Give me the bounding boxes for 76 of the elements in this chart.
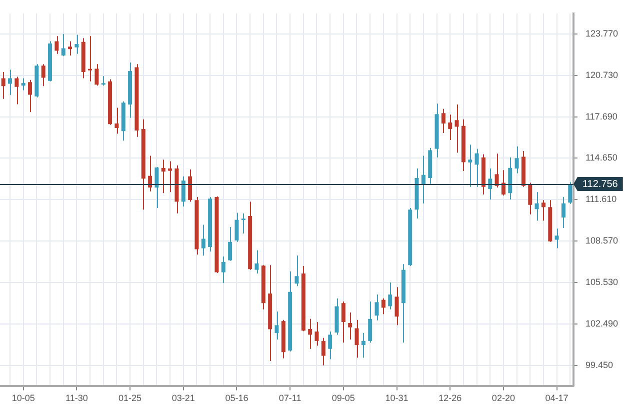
candlestick: [374, 294, 379, 321]
candlestick: [101, 76, 106, 86]
candlestick: [294, 255, 299, 287]
candlestick: [241, 212, 246, 234]
candlestick: [534, 192, 539, 222]
candlestick: [494, 153, 499, 188]
candlestick: [368, 300, 372, 344]
candlestick: [14, 76, 19, 105]
y-tick-label: 120.730: [585, 70, 618, 80]
candlestick: [234, 212, 239, 242]
x-tick-label: 11-30: [66, 393, 88, 404]
x-tick-label: 04-17: [545, 393, 568, 404]
candlestick: [314, 322, 319, 346]
candlestick: [154, 166, 159, 208]
ref-line-label: 112.756: [582, 178, 618, 190]
candlestick: [274, 311, 279, 340]
candlestick: [1, 71, 6, 100]
candlestick: [188, 168, 192, 202]
candlestick: [488, 168, 492, 200]
candlestick: [328, 331, 332, 360]
candlestick: [568, 182, 572, 204]
y-tick-label: 123.770: [585, 28, 618, 38]
candlestick: [41, 64, 46, 87]
candlestick: [221, 256, 226, 284]
candlestick: [88, 36, 92, 82]
candlestick: [528, 182, 532, 215]
candlestick: [468, 144, 472, 188]
x-tick-label: 12-26: [438, 393, 462, 404]
x-tick-label: 10-05: [12, 393, 35, 404]
candlestick: [474, 148, 479, 188]
x-tick-label: 05-16: [225, 393, 248, 404]
candlestick: [28, 79, 32, 113]
candlestick: [161, 159, 166, 194]
candlestick: [348, 312, 352, 340]
y-tick-label: 105.530: [585, 276, 618, 287]
candlestick: [201, 224, 206, 256]
y-tick-label: 117.690: [585, 111, 618, 122]
candlestick: [394, 286, 399, 326]
x-tick-label: 09-05: [332, 393, 355, 404]
candlestick: [254, 250, 259, 274]
candlestick: [321, 337, 326, 366]
candlestick: [61, 33, 66, 57]
candlestick: [308, 318, 312, 350]
candlestick: [388, 282, 392, 310]
candlestick: [68, 40, 72, 56]
candlestick: [168, 160, 172, 193]
candlestick: [541, 200, 546, 222]
candlestick: [361, 332, 366, 358]
candlestick: [54, 36, 59, 54]
candlestick: [341, 300, 346, 344]
candlestick: [94, 64, 99, 86]
y-tick-label: 111.610: [585, 194, 617, 204]
y-tick-label: 108.570: [585, 236, 618, 246]
candlestick: [114, 107, 119, 134]
y-tick-label: 114.650: [585, 152, 618, 163]
x-tick-label: 03-21: [172, 393, 195, 404]
candlestick: [228, 226, 232, 262]
candlestick: [421, 155, 426, 204]
y-tick-label: 102.490: [585, 318, 618, 328]
candlestick: [74, 34, 79, 54]
candlestick: [561, 196, 566, 229]
candlestick: [181, 176, 186, 207]
candlestick: [21, 78, 26, 91]
x-tick-label: 01-25: [118, 393, 142, 404]
candlestick: [441, 108, 446, 134]
x-tick-label: 07-11: [278, 393, 302, 404]
candlestick: [454, 104, 459, 154]
candlestick: [8, 69, 12, 96]
x-tick-label: 10-31: [385, 393, 408, 404]
candlestick: [381, 298, 386, 315]
candlestick: [354, 319, 359, 358]
candlestick: [554, 228, 559, 249]
candlestick: [448, 114, 452, 140]
x-tick-label: 02-20: [492, 393, 515, 404]
candlestick: [514, 146, 519, 174]
y-tick-label: 99.450: [585, 360, 613, 370]
